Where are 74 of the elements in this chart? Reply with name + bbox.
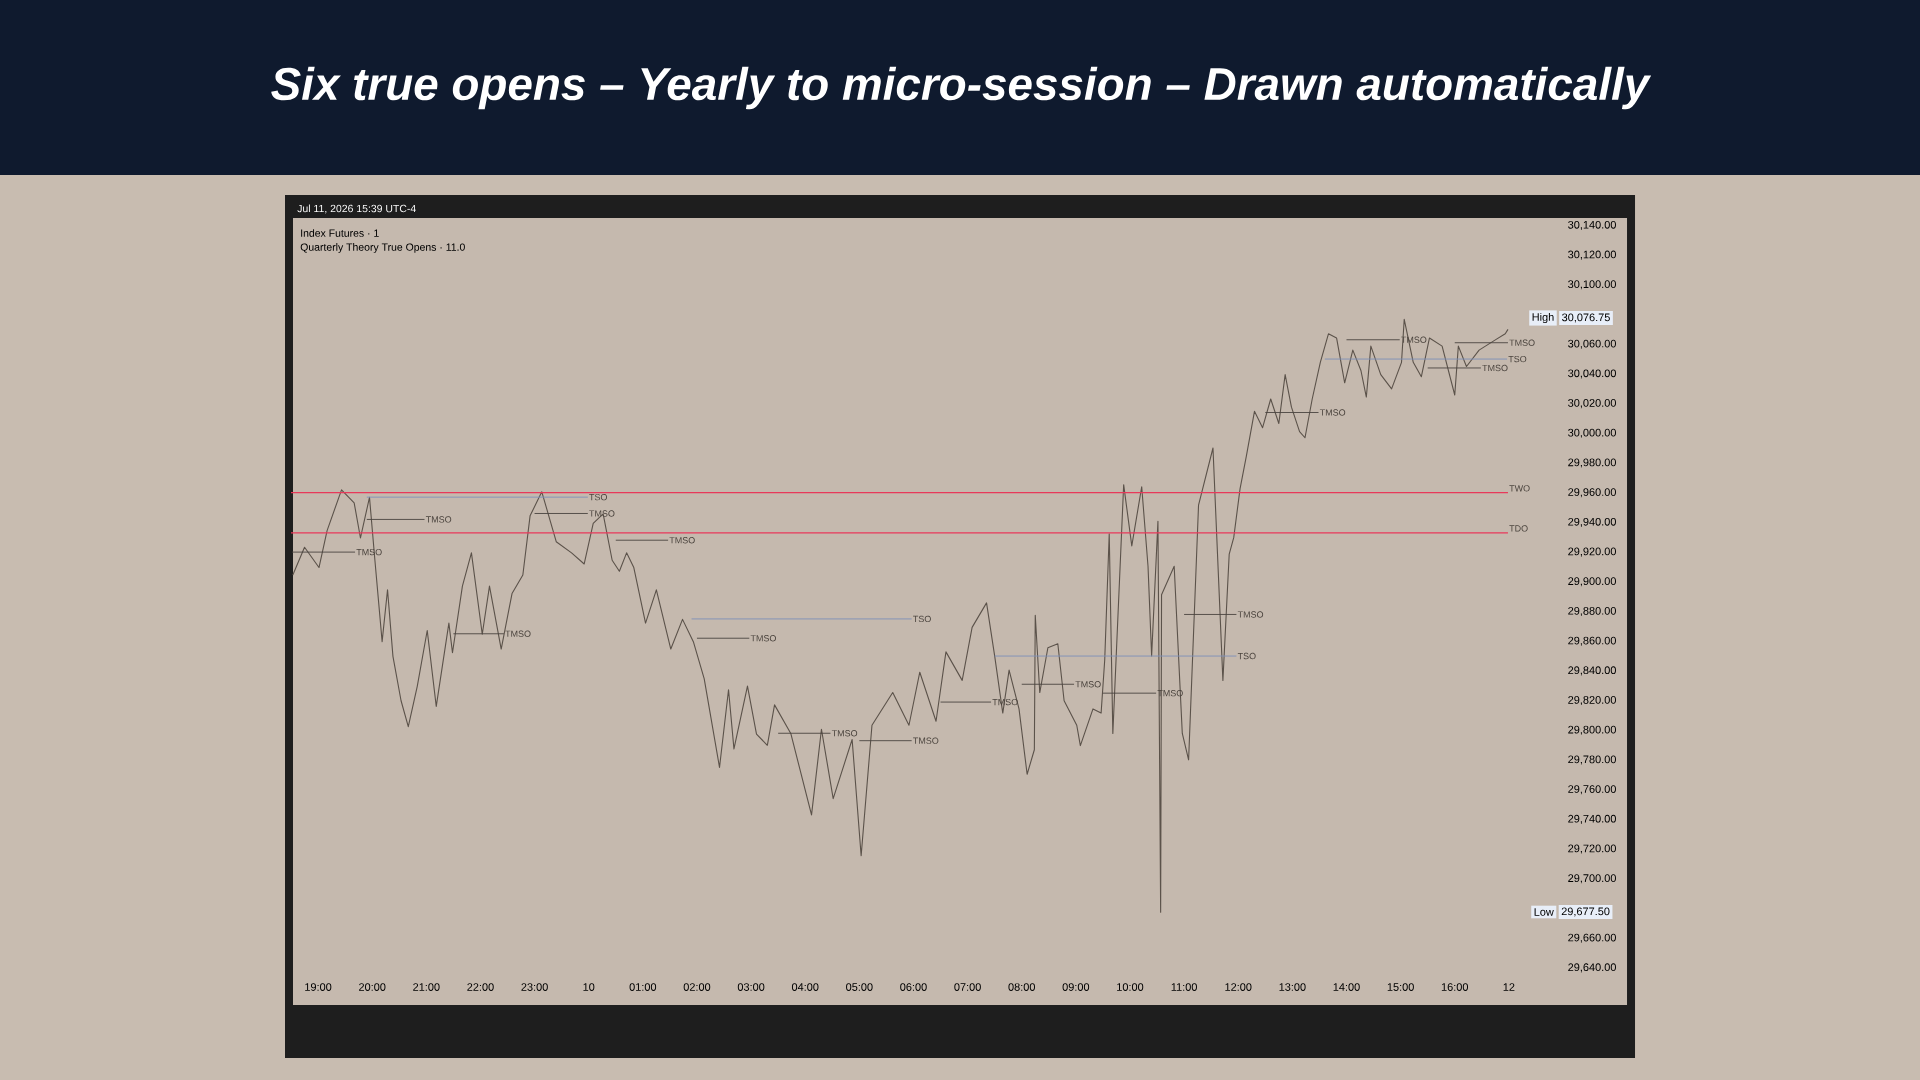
y-tick-label: 30,020.00 <box>1568 399 1616 409</box>
annotation: 29,677.50 <box>1561 907 1610 917</box>
x-tick-label: 15:00 <box>1387 983 1414 991</box>
y-tick-label: 29,880.00 <box>1568 606 1616 617</box>
y-tick-label: 29,920.00 <box>1568 547 1616 557</box>
chart-title: Six true opens – Yearly to micro-session – Drawn automatically <box>271 66 1652 110</box>
y-tick-label: 29,840.00 <box>1568 666 1616 676</box>
x-tick-label: 12 <box>1503 983 1515 991</box>
y-tick-label: 29,940.00 <box>1568 517 1616 527</box>
annotation: TMSO <box>1237 611 1264 618</box>
x-tick-label: 10:00 <box>1117 983 1144 991</box>
annotation: TMSO <box>356 548 382 556</box>
annotation: 30,076.75 <box>1562 313 1610 323</box>
text: Jul 11, 2026 15:39 UTC-4 <box>297 204 416 214</box>
annotation: TMSO <box>831 730 858 737</box>
y-tick-label: 30,040.00 <box>1568 369 1616 379</box>
annotation: Low <box>1534 908 1554 916</box>
x-tick-label: 05:00 <box>846 983 873 991</box>
y-tick-label: 29,720.00 <box>1568 844 1616 854</box>
x-tick-label: 14:00 <box>1333 983 1360 991</box>
annotation: TMSO <box>913 737 939 744</box>
y-tick-label: 30,060.00 <box>1568 339 1616 349</box>
x-tick-label: 11:00 <box>1171 983 1197 991</box>
y-tick-label: 30,100.00 <box>1568 280 1616 290</box>
x-tick-label: 08:00 <box>1008 983 1035 991</box>
annotation: TSO <box>913 615 931 623</box>
annotation: TMSO <box>1075 681 1101 688</box>
x-tick-label: 19:00 <box>305 983 332 991</box>
x-tick-label: 10 <box>583 983 595 991</box>
annotation: TMSO <box>669 537 695 544</box>
x-tick-label: 21:00 <box>413 983 440 991</box>
x-tick-label: 16:00 <box>1441 983 1469 991</box>
y-tick-label: 30,140.00 <box>1568 220 1616 230</box>
annotation: TMSO <box>1509 339 1535 346</box>
y-tick-label: 30,000.00 <box>1568 428 1616 438</box>
annotation: TSO <box>1237 652 1256 660</box>
x-tick-label: 09:00 <box>1062 983 1090 991</box>
annotation: TMSO <box>589 510 615 517</box>
y-tick-label: 29,640.00 <box>1568 963 1616 973</box>
x-tick-label: 02:00 <box>683 983 711 991</box>
annotation: TMSO <box>750 635 776 642</box>
annotation: Index Futures · 1 <box>301 229 379 237</box>
y-tick-label: 29,820.00 <box>1568 696 1616 706</box>
y-tick-label: 29,780.00 <box>1568 755 1616 765</box>
x-tick-label: 04:00 <box>791 983 819 991</box>
y-tick-label: 29,760.00 <box>1568 785 1616 795</box>
annotation: High <box>1532 312 1554 324</box>
y-tick-label: 29,980.00 <box>1568 458 1616 468</box>
annotation: Quarterly Theory True Opens · 11.0 <box>300 243 465 253</box>
ref-line-label: TWO <box>1509 485 1530 492</box>
y-tick-label: 29,860.00 <box>1568 636 1616 646</box>
y-tick-label: 29,900.00 <box>1568 577 1616 587</box>
x-tick-label: 22:00 <box>467 983 494 991</box>
y-tick-label: 29,800.00 <box>1568 725 1616 735</box>
y-tick-label: 29,660.00 <box>1568 933 1616 943</box>
annotation: TMSO <box>1319 409 1346 416</box>
annotation: TMSO <box>425 516 452 523</box>
ref-line-label: TDO <box>1509 525 1528 532</box>
x-tick-label: 13:00 <box>1279 983 1306 991</box>
x-tick-label: 06:00 <box>900 983 927 991</box>
x-tick-label: 12:00 <box>1225 983 1252 991</box>
x-tick-label: 23:00 <box>521 983 548 991</box>
x-tick-label: 03:00 <box>737 983 765 991</box>
x-tick-label: 07:00 <box>954 983 981 991</box>
y-tick-label: 29,960.00 <box>1568 488 1616 498</box>
annotation: TSO <box>589 493 607 501</box>
annotation: TSO <box>1508 355 1527 363</box>
y-tick-label: 29,700.00 <box>1568 874 1616 884</box>
x-tick-label: 01:00 <box>629 983 657 991</box>
annotation: TMSO <box>1482 364 1508 372</box>
y-tick-label: 29,740.00 <box>1568 814 1616 824</box>
y-tick-label: 30,120.00 <box>1568 250 1616 260</box>
x-tick-label: 20:00 <box>359 983 386 991</box>
annotation: TMSO <box>505 630 531 637</box>
